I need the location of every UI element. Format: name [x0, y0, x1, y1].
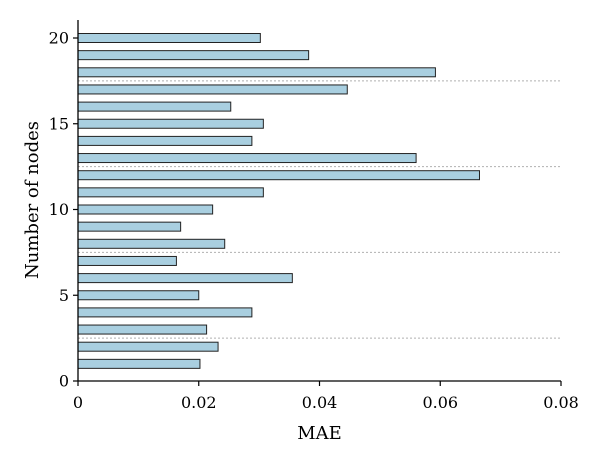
x-axis-title: MAE — [297, 423, 342, 444]
x-tick-label: 0 — [73, 393, 83, 412]
x-tick-label: 0.06 — [422, 393, 458, 412]
x-tick-label: 0.04 — [302, 393, 338, 412]
bar — [77, 67, 436, 78]
bar — [77, 187, 264, 198]
bar — [77, 324, 208, 335]
reference-lines — [78, 80, 561, 339]
bar — [77, 204, 214, 215]
bar — [77, 238, 226, 249]
bar — [77, 118, 264, 129]
bar — [77, 84, 348, 95]
y-tick-label: 5 — [59, 286, 69, 305]
bar — [77, 255, 177, 266]
bar — [77, 170, 480, 181]
bars — [77, 33, 480, 369]
bar — [77, 307, 253, 318]
bar — [77, 33, 261, 43]
bar — [77, 273, 293, 284]
bar — [77, 290, 200, 301]
bar — [77, 135, 253, 146]
y-ticks: 0 5 10 15 20 — [49, 29, 78, 391]
x-tick-label: 0.02 — [181, 393, 217, 412]
bar — [77, 358, 201, 369]
bar — [77, 101, 232, 112]
bar — [77, 153, 417, 164]
y-tick-label: 0 — [59, 372, 69, 391]
bar — [77, 341, 219, 352]
bar — [77, 50, 310, 61]
bar — [77, 221, 182, 232]
x-tick-label: 0.08 — [543, 393, 579, 412]
y-tick-label: 15 — [49, 114, 69, 133]
y-axis-title: Number of nodes — [22, 121, 43, 279]
y-tick-label: 20 — [49, 29, 69, 48]
y-tick-label: 10 — [49, 200, 69, 219]
x-ticks: 0 0.02 0.04 0.06 0.08 — [73, 381, 579, 412]
